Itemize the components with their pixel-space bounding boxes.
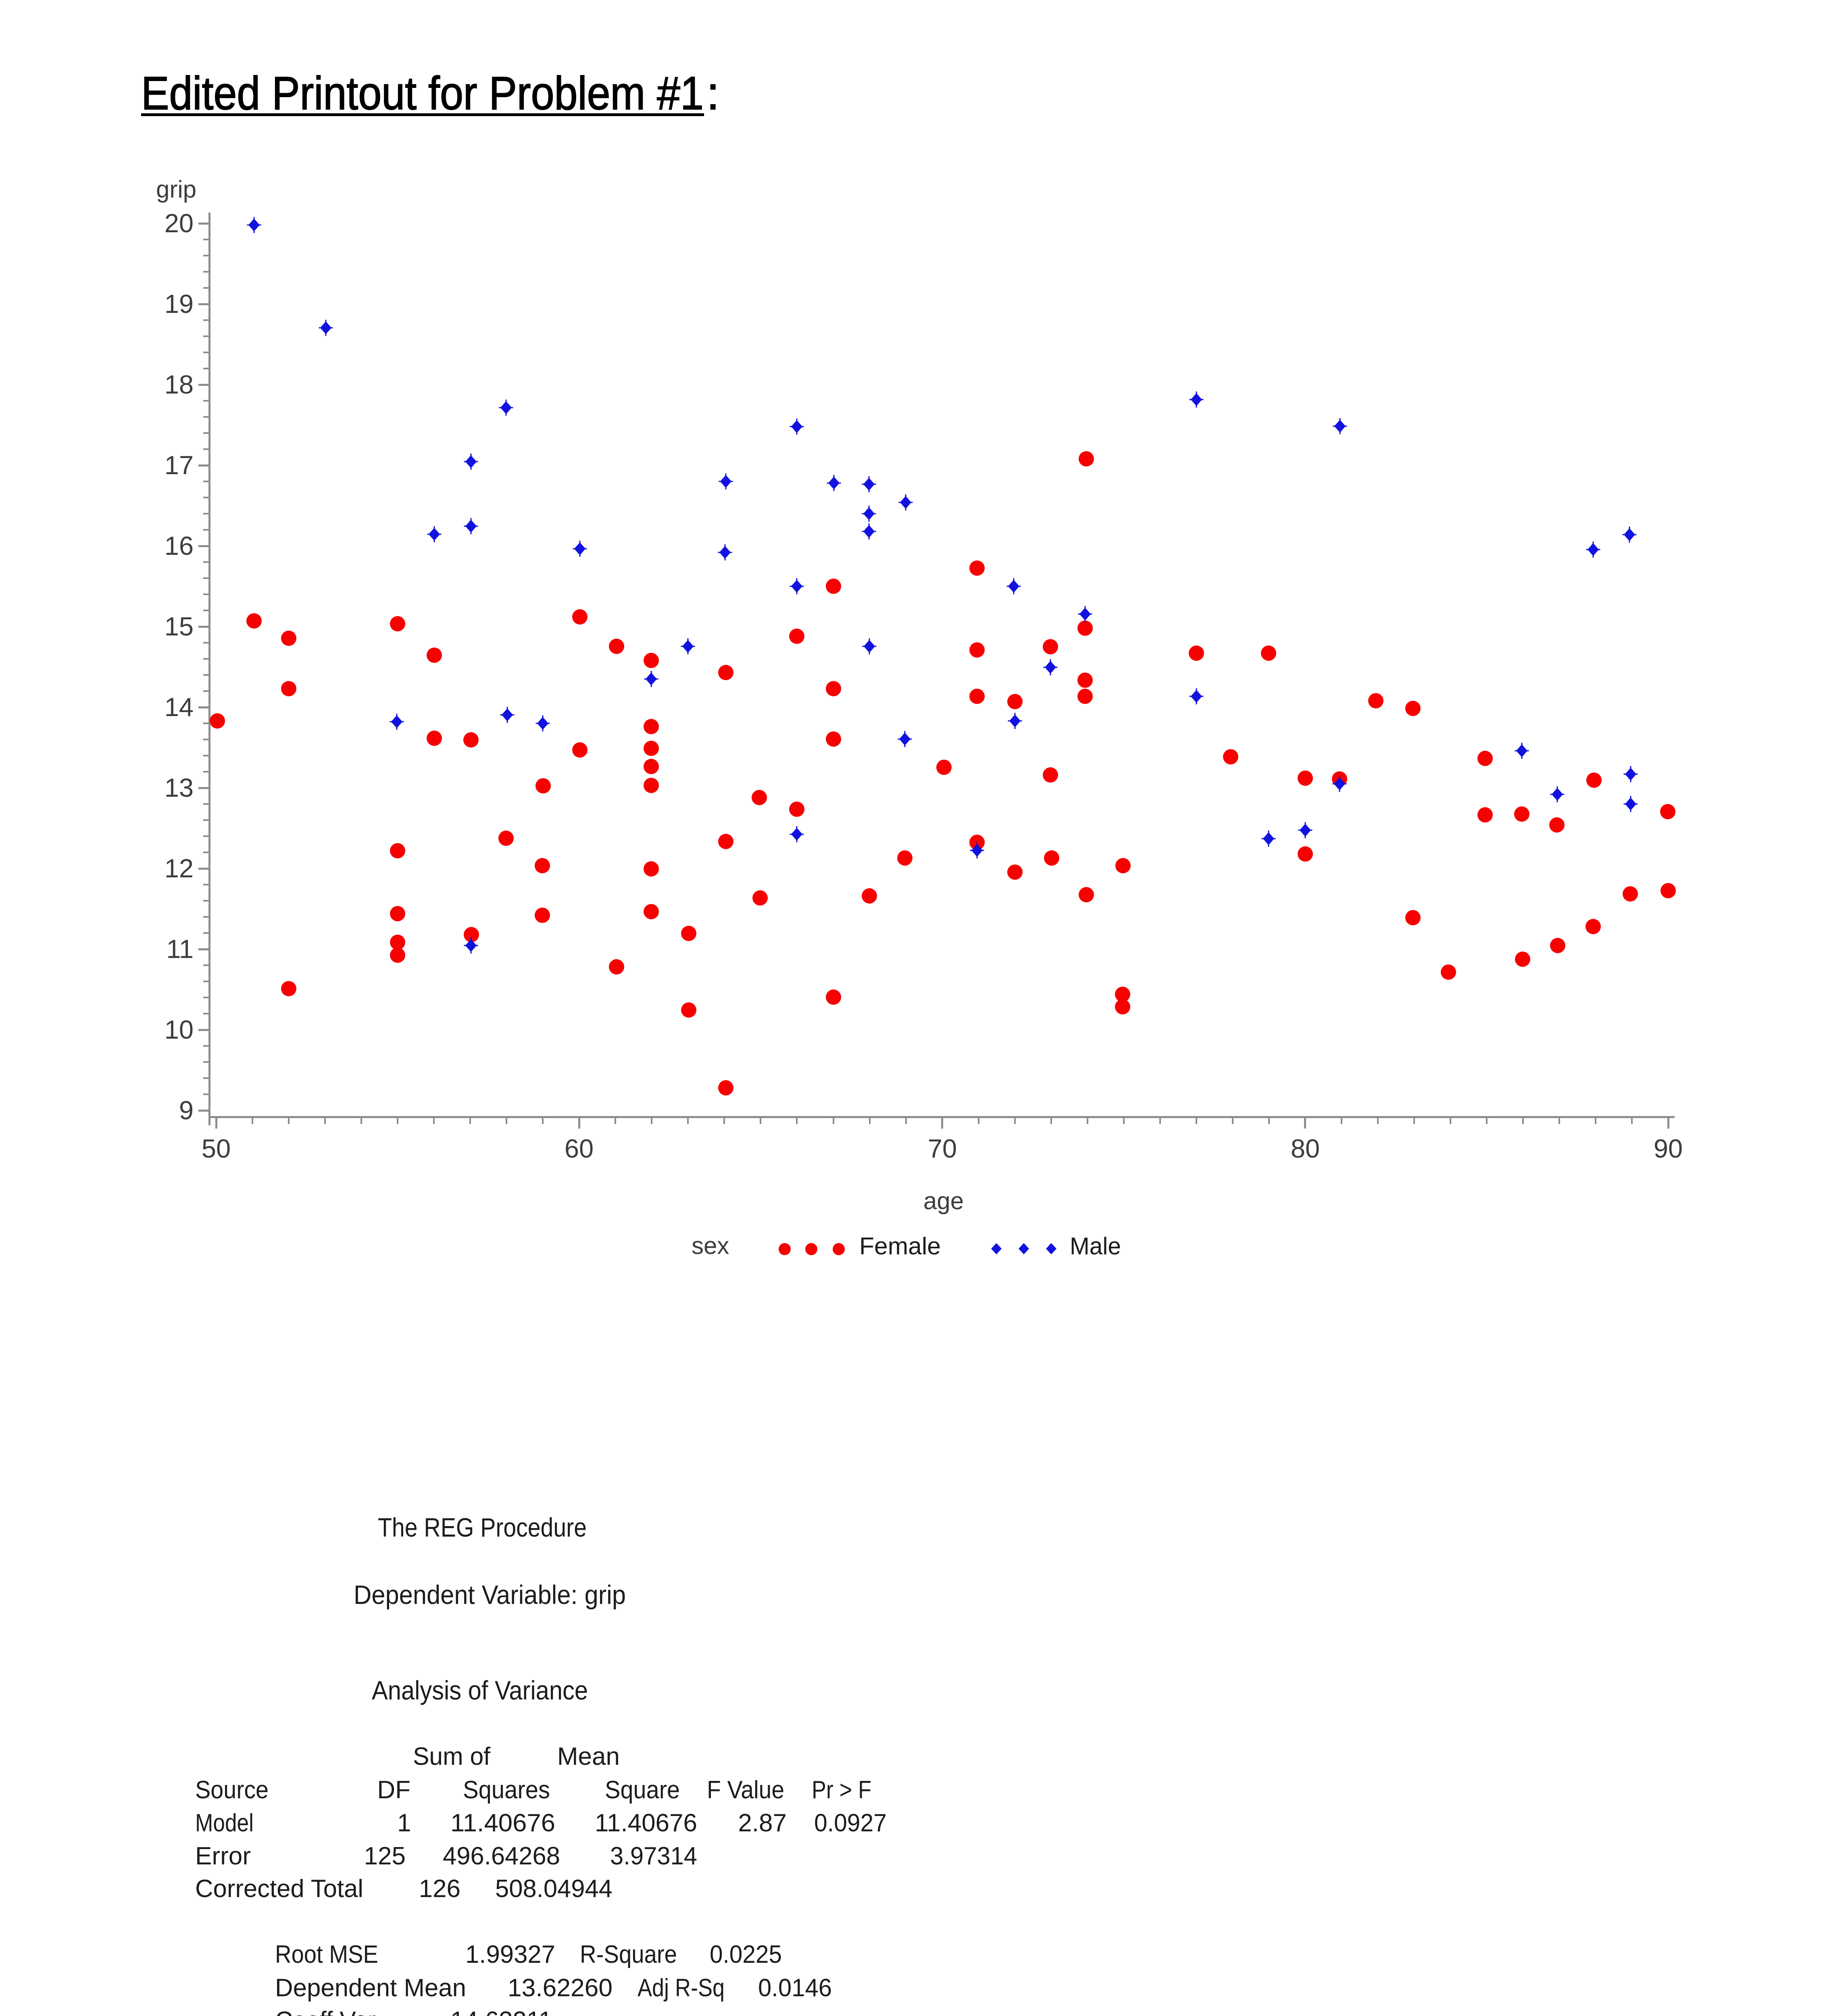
svg-text:126: 126 — [419, 1875, 460, 1903]
svg-text:11: 11 — [167, 934, 194, 964]
svg-text:19: 19 — [165, 289, 194, 319]
svg-text:16: 16 — [165, 531, 194, 560]
svg-text:3.97314: 3.97314 — [610, 1842, 697, 1870]
svg-text:age: age — [923, 1187, 964, 1214]
svg-text:Edited Printout for Problem #1: Edited Printout for Problem #1 — [141, 67, 704, 119]
svg-text:Squares: Squares — [463, 1776, 550, 1804]
svg-text:9: 9 — [179, 1095, 194, 1125]
svg-text:10: 10 — [165, 1015, 194, 1044]
svg-text:Error: Error — [195, 1842, 251, 1870]
svg-text:Root MSE: Root MSE — [275, 1941, 378, 1968]
svg-text:13: 13 — [165, 773, 194, 802]
svg-text:Analysis of Variance: Analysis of Variance — [372, 1675, 588, 1705]
svg-text:The REG Procedure: The REG Procedure — [378, 1512, 587, 1542]
svg-text:Male: Male — [1070, 1233, 1121, 1260]
svg-text:90: 90 — [1654, 1134, 1683, 1163]
svg-text:80: 80 — [1291, 1134, 1320, 1163]
svg-text:Source: Source — [195, 1776, 269, 1804]
svg-text:DF: DF — [377, 1776, 410, 1804]
svg-text:Square: Square — [605, 1776, 680, 1804]
svg-text:R-Square: R-Square — [580, 1941, 677, 1968]
svg-text:50: 50 — [202, 1134, 231, 1163]
svg-text:20: 20 — [165, 208, 194, 238]
svg-text:0.0146: 0.0146 — [758, 1974, 832, 2002]
svg-text:grip: grip — [156, 176, 196, 203]
svg-text:14.63211: 14.63211 — [450, 2007, 552, 2016]
svg-text:14: 14 — [165, 692, 194, 722]
svg-text:2.87: 2.87 — [738, 1809, 787, 1837]
svg-text:sex: sex — [692, 1232, 729, 1259]
svg-text:11.40676: 11.40676 — [450, 1809, 555, 1837]
svg-text:0.0927: 0.0927 — [814, 1809, 887, 1837]
svg-text:12: 12 — [165, 854, 194, 883]
svg-text::: : — [706, 67, 719, 119]
svg-text:Model: Model — [195, 1809, 254, 1837]
svg-text:17: 17 — [165, 450, 194, 480]
svg-text:Mean: Mean — [557, 1743, 620, 1770]
svg-text:70: 70 — [928, 1134, 957, 1163]
svg-text:125: 125 — [364, 1842, 406, 1870]
svg-text:Female: Female — [859, 1233, 941, 1260]
svg-text:Coeff Var: Coeff Var — [275, 2007, 376, 2016]
svg-text:Dependent Mean: Dependent Mean — [275, 1974, 466, 2002]
svg-text:11.40676: 11.40676 — [595, 1809, 697, 1837]
svg-text:13.62260: 13.62260 — [508, 1974, 613, 2002]
svg-text:Pr > F: Pr > F — [812, 1776, 871, 1804]
svg-text:Dependent Variable: grip: Dependent Variable: grip — [354, 1580, 626, 1610]
svg-text:F Value: F Value — [707, 1776, 784, 1804]
svg-text:Sum of: Sum of — [413, 1743, 491, 1770]
svg-text:18: 18 — [165, 370, 194, 399]
svg-text:496.64268: 496.64268 — [443, 1842, 560, 1870]
svg-text:Adj R-Sq: Adj R-Sq — [638, 1974, 725, 2002]
svg-text:60: 60 — [565, 1134, 594, 1163]
svg-text:508.04944: 508.04944 — [495, 1875, 613, 1903]
svg-text:15: 15 — [165, 612, 194, 641]
svg-text:1: 1 — [397, 1809, 411, 1837]
svg-text:0.0225: 0.0225 — [710, 1941, 782, 1968]
svg-text:1.99327: 1.99327 — [465, 1941, 555, 1968]
svg-text:Corrected Total: Corrected Total — [195, 1875, 363, 1903]
